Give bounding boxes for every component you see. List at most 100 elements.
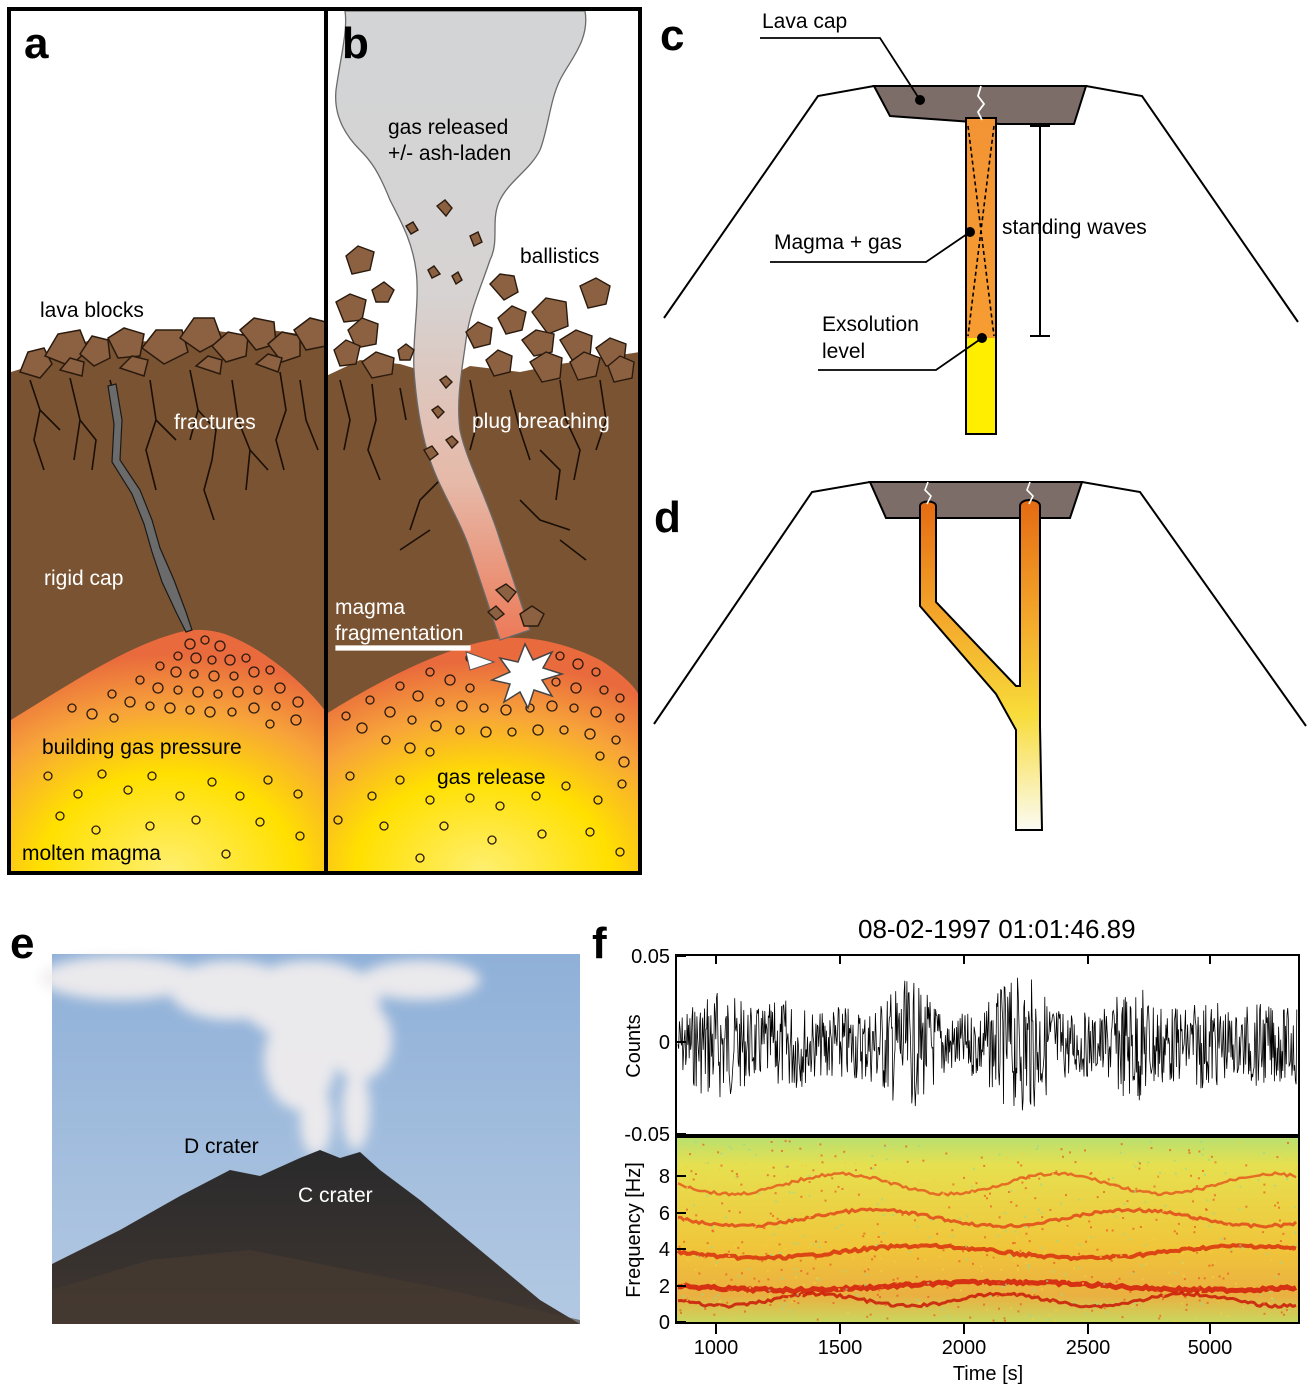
spectrogram-speckle [695, 1214, 698, 1217]
spectrogram-speckle [1072, 1301, 1075, 1304]
spectrogram-speckle [1224, 1172, 1227, 1175]
spectrogram-speckle [990, 1205, 992, 1208]
spectrogram-speckle [973, 1167, 975, 1170]
spectrogram-speckle [737, 1246, 740, 1249]
label-lava-cap: Lava cap [762, 10, 847, 33]
spectrogram-speckle [874, 1164, 877, 1166]
spectrogram-speckle [942, 1192, 945, 1195]
spectrogram-speckle [684, 1153, 686, 1156]
spectrogram-speckle [800, 1294, 803, 1296]
spectrogram-speckle [1192, 1200, 1194, 1203]
spectrogram-speckle [740, 1183, 743, 1186]
fragmentation-arrowhead [465, 651, 496, 671]
spectrogram-speckle [698, 1272, 701, 1275]
lava-cap-d [868, 481, 1084, 519]
spectrogram-speckle [1052, 1270, 1055, 1273]
spectrogram-speckle [694, 1141, 697, 1144]
spectrogram-speckle [871, 1258, 874, 1261]
spectrogram-speckle [983, 1164, 986, 1167]
panel-a-letter: a [24, 19, 49, 68]
spectrogram-speckle [868, 1300, 871, 1303]
spectrogram-speckle [998, 1307, 1000, 1310]
spectrogram-speckle [1220, 1312, 1223, 1315]
spectrogram-speckle [744, 1291, 747, 1294]
spectrogram-speckle [1176, 1232, 1178, 1235]
spectrogram-speckle [862, 1190, 865, 1193]
spectrogram-speckle [1016, 1266, 1019, 1269]
spectrogram-speckle [683, 1220, 686, 1223]
spectrogram-speckle [1141, 1264, 1144, 1267]
spectrogram-speckle [829, 1263, 832, 1266]
spectrogram-speckle [710, 1246, 713, 1248]
spectrogram-speckle [933, 1314, 936, 1317]
spectrogram-speckle [1286, 1178, 1289, 1181]
spectrogram-speckle [812, 1243, 815, 1246]
spectrogram-speckle [1131, 1271, 1134, 1274]
spectrogram-speckle [1073, 1267, 1075, 1270]
spectrogram-speckle [730, 1289, 733, 1291]
spectrogram-speckle [1140, 1206, 1143, 1209]
spectrogram-speckle [1053, 1261, 1056, 1264]
spectrogram-speckle [775, 1200, 778, 1203]
spectrogram-speckle [1192, 1218, 1195, 1221]
spectrogram-speckle [1210, 1250, 1212, 1253]
spectrogram-speckle [1038, 1177, 1041, 1180]
spectrogram-speckle [917, 1257, 919, 1260]
panel-a [11, 11, 327, 871]
spectrogram-speckle [799, 1147, 802, 1150]
spectrogram-speckle [876, 1203, 879, 1206]
spectrogram-speckle [1197, 1286, 1200, 1289]
spectrogram-speckle [1030, 1255, 1033, 1258]
spectrogram-speckle [1186, 1245, 1189, 1248]
spectrogram-speckle [818, 1246, 821, 1249]
spectrogram-speckle [1078, 1266, 1080, 1269]
spectrogram-speckle [880, 1270, 883, 1273]
spectrogram-speckle [722, 1186, 725, 1189]
spectrogram-speckle [1227, 1272, 1230, 1275]
spectrogram-speckle [869, 1313, 872, 1316]
spectrogram-frame [675, 1136, 1300, 1324]
spectrogram-speckle [840, 1251, 842, 1254]
spectrogram-speckle [1173, 1159, 1176, 1162]
spectrogram-speckle [991, 1257, 994, 1260]
spectrogram-speckle [778, 1243, 781, 1246]
spectrogram-speckle [1262, 1231, 1265, 1234]
spectrogram-speckle [1096, 1248, 1099, 1251]
gas-bubbles-b [333, 651, 630, 863]
spectrogram-speckle [806, 1272, 809, 1275]
spectrogram-speckle [989, 1295, 992, 1297]
spectrogram-speckle [1200, 1302, 1202, 1305]
spectrogram-speckle [1037, 1145, 1039, 1148]
label-gas-released-1: gas released [388, 116, 508, 139]
spectrogram-harmonics [676, 1140, 1298, 1322]
spectrogram-speckle [824, 1199, 827, 1202]
spectrogram-speckle [1158, 1317, 1161, 1320]
spectrogram-speckle [933, 1179, 936, 1181]
spectrogram-speckle [1129, 1238, 1132, 1241]
spectrogram-speckle [741, 1272, 743, 1275]
freq-tick-6: 6 [659, 1203, 670, 1225]
spectrogram-speckle [1120, 1143, 1123, 1146]
spectrogram-speckle [1060, 1148, 1063, 1151]
spectrogram-speckle [1028, 1240, 1031, 1243]
spectrogram-speckle [1004, 1283, 1007, 1286]
spectrogram-speckle [883, 1231, 886, 1234]
spectrogram-speckle [881, 1286, 883, 1289]
spectrogram-speckle [1052, 1300, 1055, 1302]
spectrogram-speckle [892, 1278, 895, 1281]
spectrogram-speckle [1177, 1206, 1180, 1209]
spectrogram-speckle [1153, 1185, 1156, 1188]
spectrogram-speckle [1089, 1172, 1092, 1175]
spectrogram-speckle [1000, 1192, 1003, 1195]
spectrogram-speckle [876, 1223, 879, 1226]
spectrogram-speckle [951, 1235, 954, 1238]
spectrogram-speckle [1022, 1163, 1025, 1166]
spectrogram-speckle [1208, 1264, 1211, 1267]
spectrogram-speckle [922, 1159, 925, 1162]
spectrogram-speckle [685, 1281, 687, 1284]
spectrogram-speckle [808, 1216, 811, 1219]
spectrogram-speckle [917, 1299, 920, 1301]
spectrogram-speckle [1127, 1254, 1130, 1257]
spectrogram-speckle [998, 1216, 1001, 1219]
